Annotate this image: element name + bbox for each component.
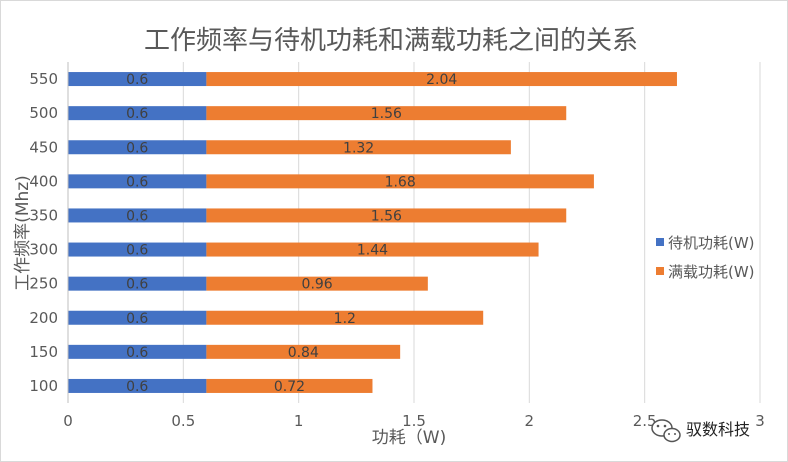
data-label-fullload: 1.2 [334,311,356,327]
data-label-fullload: 1.56 [371,106,402,122]
wechat-icon [651,419,681,443]
bar-fullload-power [206,344,401,359]
bars [68,72,677,393]
x-axis-title: 功耗（W) [372,428,446,448]
bar-standby-power [68,208,207,223]
watermark: 驭数科技 [651,419,750,443]
y-tick-label: 200 [29,309,58,327]
data-label-standby: 0.6 [126,243,148,259]
bar-fullload-power [206,310,484,325]
data-label-standby: 0.6 [126,72,148,88]
data-label-fullload: 1.68 [385,174,416,190]
data-label-fullload: 1.44 [357,243,388,259]
legend-swatch-standby [656,238,664,246]
bar-standby-power [68,310,207,325]
bar-fullload-power [206,208,567,223]
x-tick-label: 1 [294,412,304,430]
y-tick-label: 300 [29,241,58,259]
data-label-standby: 0.6 [126,140,148,156]
data-label-fullload: 0.96 [302,277,333,293]
bar-standby-power [68,72,207,87]
bar-fullload-power [206,174,594,189]
bar-standby-power [68,106,207,121]
x-tick-label: 2 [525,412,535,430]
y-tick-label: 450 [29,138,58,156]
y-tick-label: 100 [29,377,58,395]
data-label-fullload: 0.72 [274,379,305,395]
y-tick-label: 550 [29,70,58,88]
legend-label-fullload: 满载功耗(W) [668,263,755,281]
x-tick-label: 3 [755,412,765,430]
bar-fullload-power [206,242,539,257]
y-tick-label: 150 [29,343,58,361]
legend-swatch-fullload [656,267,664,275]
data-label-standby: 0.6 [126,106,148,122]
bar-fullload-power [206,72,677,87]
data-label-standby: 0.6 [126,277,148,293]
chart-title: 工作频率与待机功耗和满载功耗之间的关系 [144,26,638,56]
data-label-fullload: 1.56 [371,208,402,224]
axes: 0 0.5 1 1.5 2 2.5 3 100 150 200 250 300 350 400 450 500… [29,62,765,430]
data-label-fullload: 2.04 [426,72,457,88]
data-label-standby: 0.6 [126,174,148,190]
legend: 待机功耗(W) 满载功耗(W) [656,234,755,281]
bar-standby-power [68,276,207,291]
watermark-text: 驭数科技 [686,420,750,439]
data-labels: 0.6 0.72 0.6 0.84 0.6 1.2 0.6 0.96 0.6 1.44 0.6 1.5… [126,72,457,395]
bar-standby-power [68,344,207,359]
data-label-standby: 0.6 [126,379,148,395]
x-tick-label: 0.5 [171,412,195,430]
y-tick-label: 350 [29,206,58,224]
data-label-standby: 0.6 [126,345,148,361]
x-tick-label: 0 [63,412,73,430]
bar-fullload-power [206,106,567,121]
x-tick-label: 2.5 [633,412,657,430]
bar-fullload-power [206,378,373,393]
x-tick-label: 1.5 [402,412,426,430]
y-tick-label: 500 [29,104,58,122]
bar-standby-power [68,174,207,189]
data-label-standby: 0.6 [126,208,148,224]
y-tick-label: 250 [29,275,58,293]
y-tick-label: 400 [29,172,58,190]
bar-standby-power [68,378,207,393]
y-axis-title: 工作频率(Mhz) [13,175,33,291]
data-label-fullload: 1.32 [343,140,374,156]
bar-standby-power [68,140,207,155]
bar-fullload-power [206,140,511,155]
data-label-standby: 0.6 [126,311,148,327]
bar-standby-power [68,242,207,257]
legend-label-standby: 待机功耗(W) [668,234,755,252]
bar-fullload-power [206,276,428,291]
data-label-fullload: 0.84 [288,345,319,361]
